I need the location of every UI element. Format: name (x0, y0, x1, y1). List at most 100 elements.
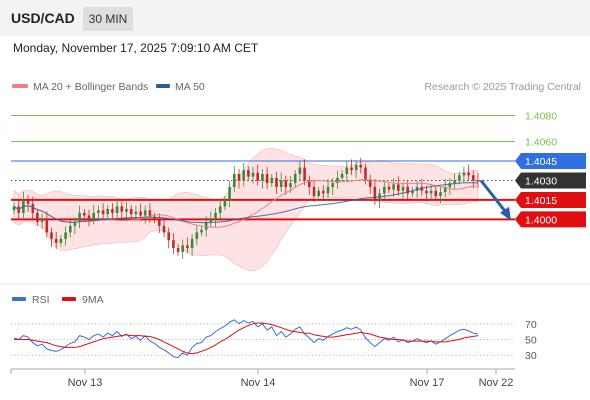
bias-arrow (479, 179, 511, 221)
candle-body (78, 212, 81, 222)
candle-body (448, 183, 452, 187)
price-level-label-1-4060: 1.4060 (525, 137, 557, 149)
x-tick-label: Nov 22 (479, 377, 514, 389)
candle-body (411, 190, 414, 194)
candle-body (69, 225, 72, 233)
interval-button[interactable]: 30 MIN (83, 7, 133, 31)
candle (78, 205, 81, 228)
ma50-legend-label: MA 50 (175, 81, 205, 93)
candle-body (134, 211, 138, 215)
candle-body (340, 174, 344, 178)
candle (359, 157, 363, 174)
ma50-legend-swatch (156, 84, 170, 88)
price-level-tag-text: 1.4045 (525, 156, 557, 168)
candle-body (439, 192, 442, 196)
candle-body (111, 209, 114, 213)
candle-body (143, 210, 147, 216)
candle-body (214, 212, 217, 220)
candle-body (59, 238, 63, 243)
candle-body (406, 186, 409, 194)
candle (115, 198, 119, 218)
candle-body (12, 206, 16, 211)
candle (265, 166, 269, 189)
candle (26, 195, 30, 212)
rsi-ma9-line (14, 322, 479, 355)
candle (472, 170, 475, 189)
x-axis: Nov 13 Nov 14 Nov 17 Nov 22 (10, 369, 514, 389)
candle-body (354, 164, 358, 171)
candle (434, 186, 438, 200)
candle-body (162, 225, 166, 233)
bollinger-bands (13, 147, 479, 272)
candle-body (195, 232, 199, 239)
candle-body (251, 172, 255, 177)
candle-body (350, 167, 353, 171)
candle (312, 179, 316, 202)
candle-body (209, 219, 213, 222)
candle-body (317, 190, 320, 196)
candle (322, 184, 325, 201)
candle (129, 205, 133, 219)
x-tick-label: Nov 14 (241, 377, 276, 389)
candle-body (45, 219, 49, 233)
candle (261, 169, 264, 189)
candle-body (425, 190, 428, 194)
candle (87, 209, 91, 227)
candle (350, 159, 353, 175)
candle (242, 163, 245, 187)
candle (448, 178, 452, 195)
candle-body (233, 174, 236, 187)
candle (425, 185, 428, 202)
candle (73, 217, 77, 234)
candle (345, 161, 349, 181)
price-level-tag-1-4045: 1.4045 (515, 152, 586, 169)
candle-body (308, 180, 311, 187)
candle-body (87, 215, 91, 220)
candle-body (289, 183, 292, 187)
candle (373, 178, 377, 205)
rsi-tick-label-30: 30 (525, 350, 537, 362)
candle-body (312, 186, 316, 196)
candle-body (129, 209, 133, 215)
candle-body (153, 216, 156, 220)
x-tick-label: Nov 13 (68, 377, 103, 389)
price-level-labels: 1.4080 1.4060 1.4045 1.4030 1.4015 1.4000 (515, 111, 586, 228)
candle (40, 213, 44, 229)
candle-body (26, 199, 30, 204)
candle (218, 199, 222, 219)
price-level-tag-bg (515, 211, 586, 228)
candle-body (120, 206, 124, 212)
candle (97, 205, 100, 221)
candle (354, 159, 358, 179)
bias-arrow-shaft (479, 179, 509, 215)
candle (134, 205, 138, 222)
candle (467, 164, 470, 181)
candle (397, 176, 400, 196)
candle (162, 217, 166, 238)
candle-body (36, 212, 39, 222)
candle (45, 211, 49, 238)
candle-body (401, 186, 405, 191)
candle-body (392, 184, 395, 190)
ma9-legend-label: 9MA (82, 294, 104, 306)
candle-body (322, 190, 325, 194)
candle (439, 186, 442, 204)
price-level-tag-1-4015: 1.4015 (515, 191, 586, 208)
candle-body (467, 172, 470, 176)
candle-body (204, 222, 208, 230)
candle (195, 225, 199, 245)
candle-body (345, 167, 349, 174)
candle-body (31, 203, 35, 213)
candle (190, 234, 194, 257)
candle (270, 174, 274, 187)
price-level-tag-bg (515, 172, 586, 189)
candle (392, 178, 395, 197)
candle (12, 202, 16, 215)
candle-body (97, 210, 100, 213)
candle (106, 205, 109, 219)
price-level-tag-1-4000: 1.4000 (515, 211, 586, 228)
candle (36, 209, 39, 226)
candle (214, 208, 217, 228)
candle (387, 183, 391, 194)
